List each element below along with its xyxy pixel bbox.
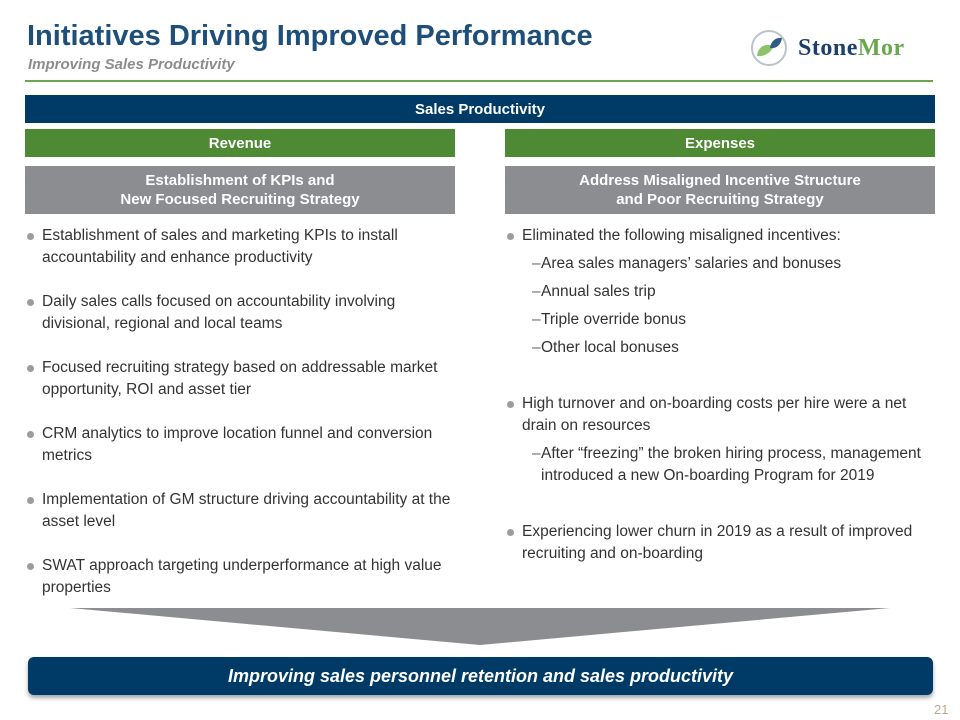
sub-list-item: Area sales managers’ salaries and bonuse… xyxy=(505,253,940,275)
list-item: Implementation of GM structure driving a… xyxy=(25,489,460,533)
list-item: Focused recruiting strategy based on add… xyxy=(25,357,460,401)
expenses-heading: Expenses xyxy=(505,129,935,157)
sub-list-item: Annual sales trip xyxy=(505,281,940,303)
revenue-subheading-line2: New Focused Recruiting Strategy xyxy=(120,191,360,208)
list-item: Eliminated the following misaligned ince… xyxy=(505,225,940,247)
sub-list-item: After “freezing” the broken hiring proce… xyxy=(505,443,940,487)
down-arrow-chevron-icon xyxy=(70,608,890,645)
slide-subtitle: Improving Sales Productivity xyxy=(28,56,235,73)
list-item: Establishment of sales and marketing KPI… xyxy=(25,225,460,269)
slide-title: Initiatives Driving Improved Performance xyxy=(27,20,593,52)
revenue-subheading-line1: Establishment of KPIs and xyxy=(145,172,335,189)
page-number: 21 xyxy=(934,702,949,717)
logo-text-stone: Stone xyxy=(798,34,858,61)
expenses-subheading-line1: Address Misaligned Incentive Structure xyxy=(579,172,861,189)
stonemor-logo: StoneMor xyxy=(750,28,935,68)
sub-list-item: Other local bonuses xyxy=(505,337,940,359)
revenue-bullet-list: Establishment of sales and marketing KPI… xyxy=(25,225,460,621)
list-item: Daily sales calls focused on accountabil… xyxy=(25,291,460,335)
expenses-subheading: Address Misaligned Incentive Structure a… xyxy=(505,166,935,214)
list-item: SWAT approach targeting underperformance… xyxy=(25,555,460,599)
sub-list-item: Triple override bonus xyxy=(505,309,940,331)
revenue-heading: Revenue xyxy=(25,129,455,157)
expenses-subheading-line2: and Poor Recruiting Strategy xyxy=(616,191,824,208)
sales-productivity-banner: Sales Productivity xyxy=(25,95,935,123)
list-item: High turnover and on-boarding costs per … xyxy=(505,393,940,437)
header-divider xyxy=(25,80,933,82)
logo-text-mor: Mor xyxy=(857,34,905,61)
conclusion-banner: Improving sales personnel retention and … xyxy=(28,657,933,695)
list-item: CRM analytics to improve location funnel… xyxy=(25,423,460,467)
list-item: Experiencing lower churn in 2019 as a re… xyxy=(505,521,940,565)
revenue-subheading: Establishment of KPIs and New Focused Re… xyxy=(25,166,455,214)
leaf-logo-icon xyxy=(751,30,787,66)
expenses-bullet-list: Eliminated the following misaligned ince… xyxy=(505,225,940,565)
